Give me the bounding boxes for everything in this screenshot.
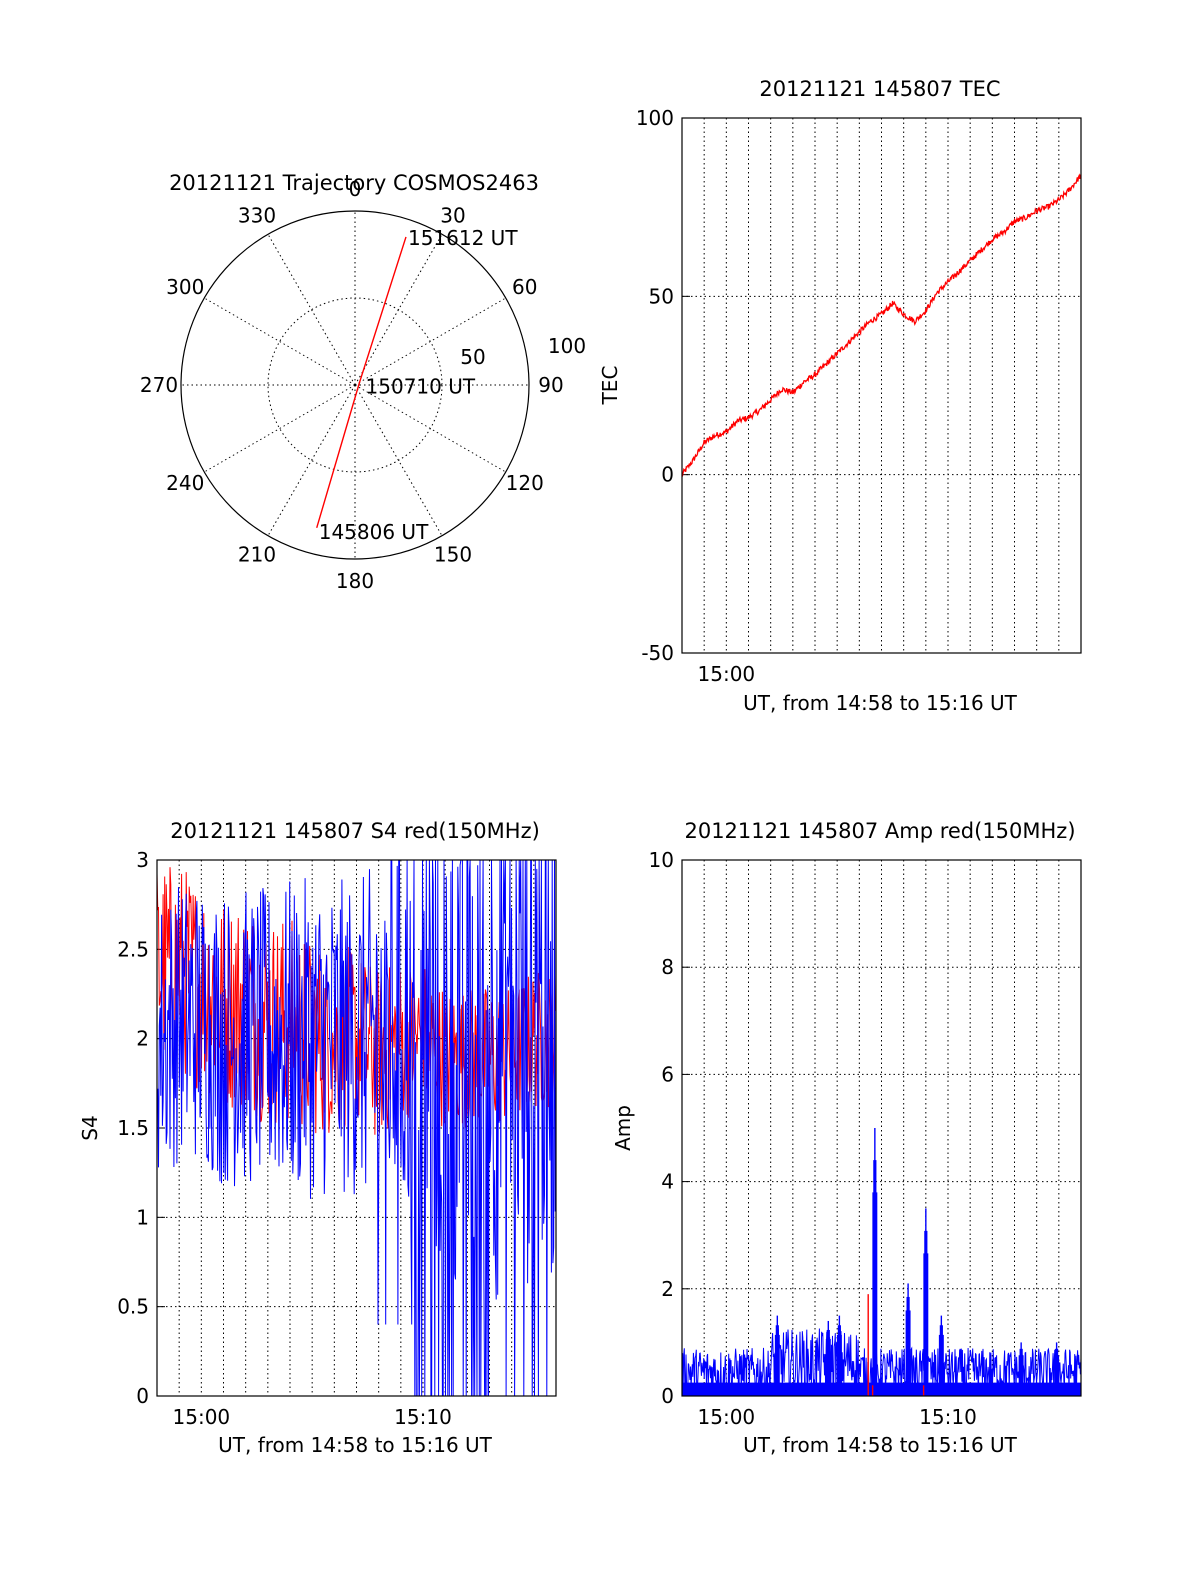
- polar-azimuth-tick-label: 150: [434, 543, 472, 567]
- polar-azimuth-tick-label: 240: [166, 471, 204, 495]
- s4-ylabel: S4: [78, 1115, 102, 1140]
- tec-series-line: [681, 173, 1082, 477]
- s4-series-group: [157, 860, 556, 1396]
- amp-baseline-fill: [682, 1382, 1081, 1396]
- s4-panel: 20121121 145807 S4 red(150MHz) 0 0.5 1 1.5 2…: [78, 819, 557, 1457]
- y-tick-label: 8: [661, 955, 674, 979]
- y-tick-label: 0: [661, 463, 674, 487]
- tec-xlabel: UT, from 14:58 to 15:16 UT: [743, 691, 1018, 715]
- y-tick-label: 6: [661, 1062, 674, 1086]
- polar-azimuth-tick-label: 90: [538, 373, 563, 397]
- polar-trajectory-line: [316, 236, 407, 529]
- polar-trajectory-label: 151612 UT: [408, 226, 518, 250]
- amp-xlabel: UT, from 14:58 to 15:16 UT: [743, 1433, 1018, 1457]
- y-tick-label: 0: [136, 1384, 149, 1408]
- x-tick-label: 15:10: [919, 1405, 977, 1429]
- y-tick-label: 1: [136, 1205, 149, 1229]
- x-tick-label: 15:00: [698, 1405, 756, 1429]
- polar-azimuth-tick-label: 60: [512, 275, 537, 299]
- polar-outer-circle: [180, 210, 530, 560]
- y-tick-label: 0: [661, 1384, 674, 1408]
- amp-panel: 20121121 145807 Amp red(150MHz) 0 2 4 6 8 10 1…: [611, 819, 1082, 1457]
- polar-radial-tick-label: 100: [548, 334, 586, 358]
- plot-frame: [681, 859, 1082, 1397]
- y-tick-label: 4: [661, 1170, 674, 1194]
- tec-title: 20121121 145807 TEC: [759, 77, 1000, 101]
- tec-panel: 20121121 145807 TEC -50 0 50 100 15:00 UT, f…: [598, 77, 1082, 715]
- y-tick-label: -50: [641, 641, 674, 665]
- plot-frame: [681, 117, 1082, 654]
- polar-azimuth-tick-label: 330: [238, 203, 276, 227]
- s4-xlabel: UT, from 14:58 to 15:16 UT: [218, 1433, 493, 1457]
- y-tick-label: 0.5: [117, 1295, 149, 1319]
- polar-spoke: [204, 297, 356, 386]
- plot-frame: [156, 859, 557, 1397]
- s4-title: 20121121 145807 S4 red(150MHz): [170, 819, 540, 843]
- x-tick-label: 15:00: [173, 1405, 231, 1429]
- y-tick-label: 2: [136, 1027, 149, 1051]
- polar-spoke: [354, 297, 506, 386]
- polar-trajectory-label: 145806 UT: [319, 520, 429, 544]
- polar-spoke: [354, 384, 443, 536]
- polar-radial-tick-label: 50: [460, 345, 485, 369]
- polar-spoke: [354, 384, 506, 473]
- polar-title: 20121121 Trajectory COSMOS2463: [169, 171, 539, 195]
- amp-ylabel: Amp: [611, 1105, 635, 1151]
- polar-azimuth-tick-label: 120: [506, 471, 544, 495]
- s4-series-line: [157, 860, 556, 1396]
- y-tick-label: 2: [661, 1277, 674, 1301]
- polar-azimuth-tick-label: 210: [238, 543, 276, 567]
- polar-azimuth-tick-label: 0: [349, 177, 362, 201]
- y-tick-label: 2.5: [117, 937, 149, 961]
- amp-title: 20121121 145807 Amp red(150MHz): [684, 819, 1075, 843]
- polar-spoke: [267, 384, 356, 536]
- polar-spoke: [354, 234, 443, 386]
- polar-azimuth-tick-label: 300: [166, 275, 204, 299]
- x-tick-label: 15:00: [698, 662, 756, 686]
- polar-azimuth-tick-label: 180: [336, 569, 374, 593]
- x-tick-label: 15:10: [394, 1405, 452, 1429]
- polar-trajectory-panel: 20121121 Trajectory COSMOS2463 0 30 60 90 12…: [140, 171, 586, 593]
- tec-ylabel: TEC: [598, 366, 622, 406]
- polar-azimuth-tick-label: 270: [140, 373, 178, 397]
- polar-trajectory-label: 150710 UT: [366, 374, 476, 398]
- y-tick-label: 50: [649, 284, 674, 308]
- y-tick-label: 10: [649, 848, 674, 872]
- polar-spoke: [204, 384, 356, 473]
- y-tick-label: 3: [136, 848, 149, 872]
- y-tick-label: 100: [636, 106, 674, 130]
- y-tick-label: 1.5: [117, 1116, 149, 1140]
- polar-azimuth-tick-label: 30: [440, 203, 465, 227]
- polar-spoke: [267, 234, 356, 386]
